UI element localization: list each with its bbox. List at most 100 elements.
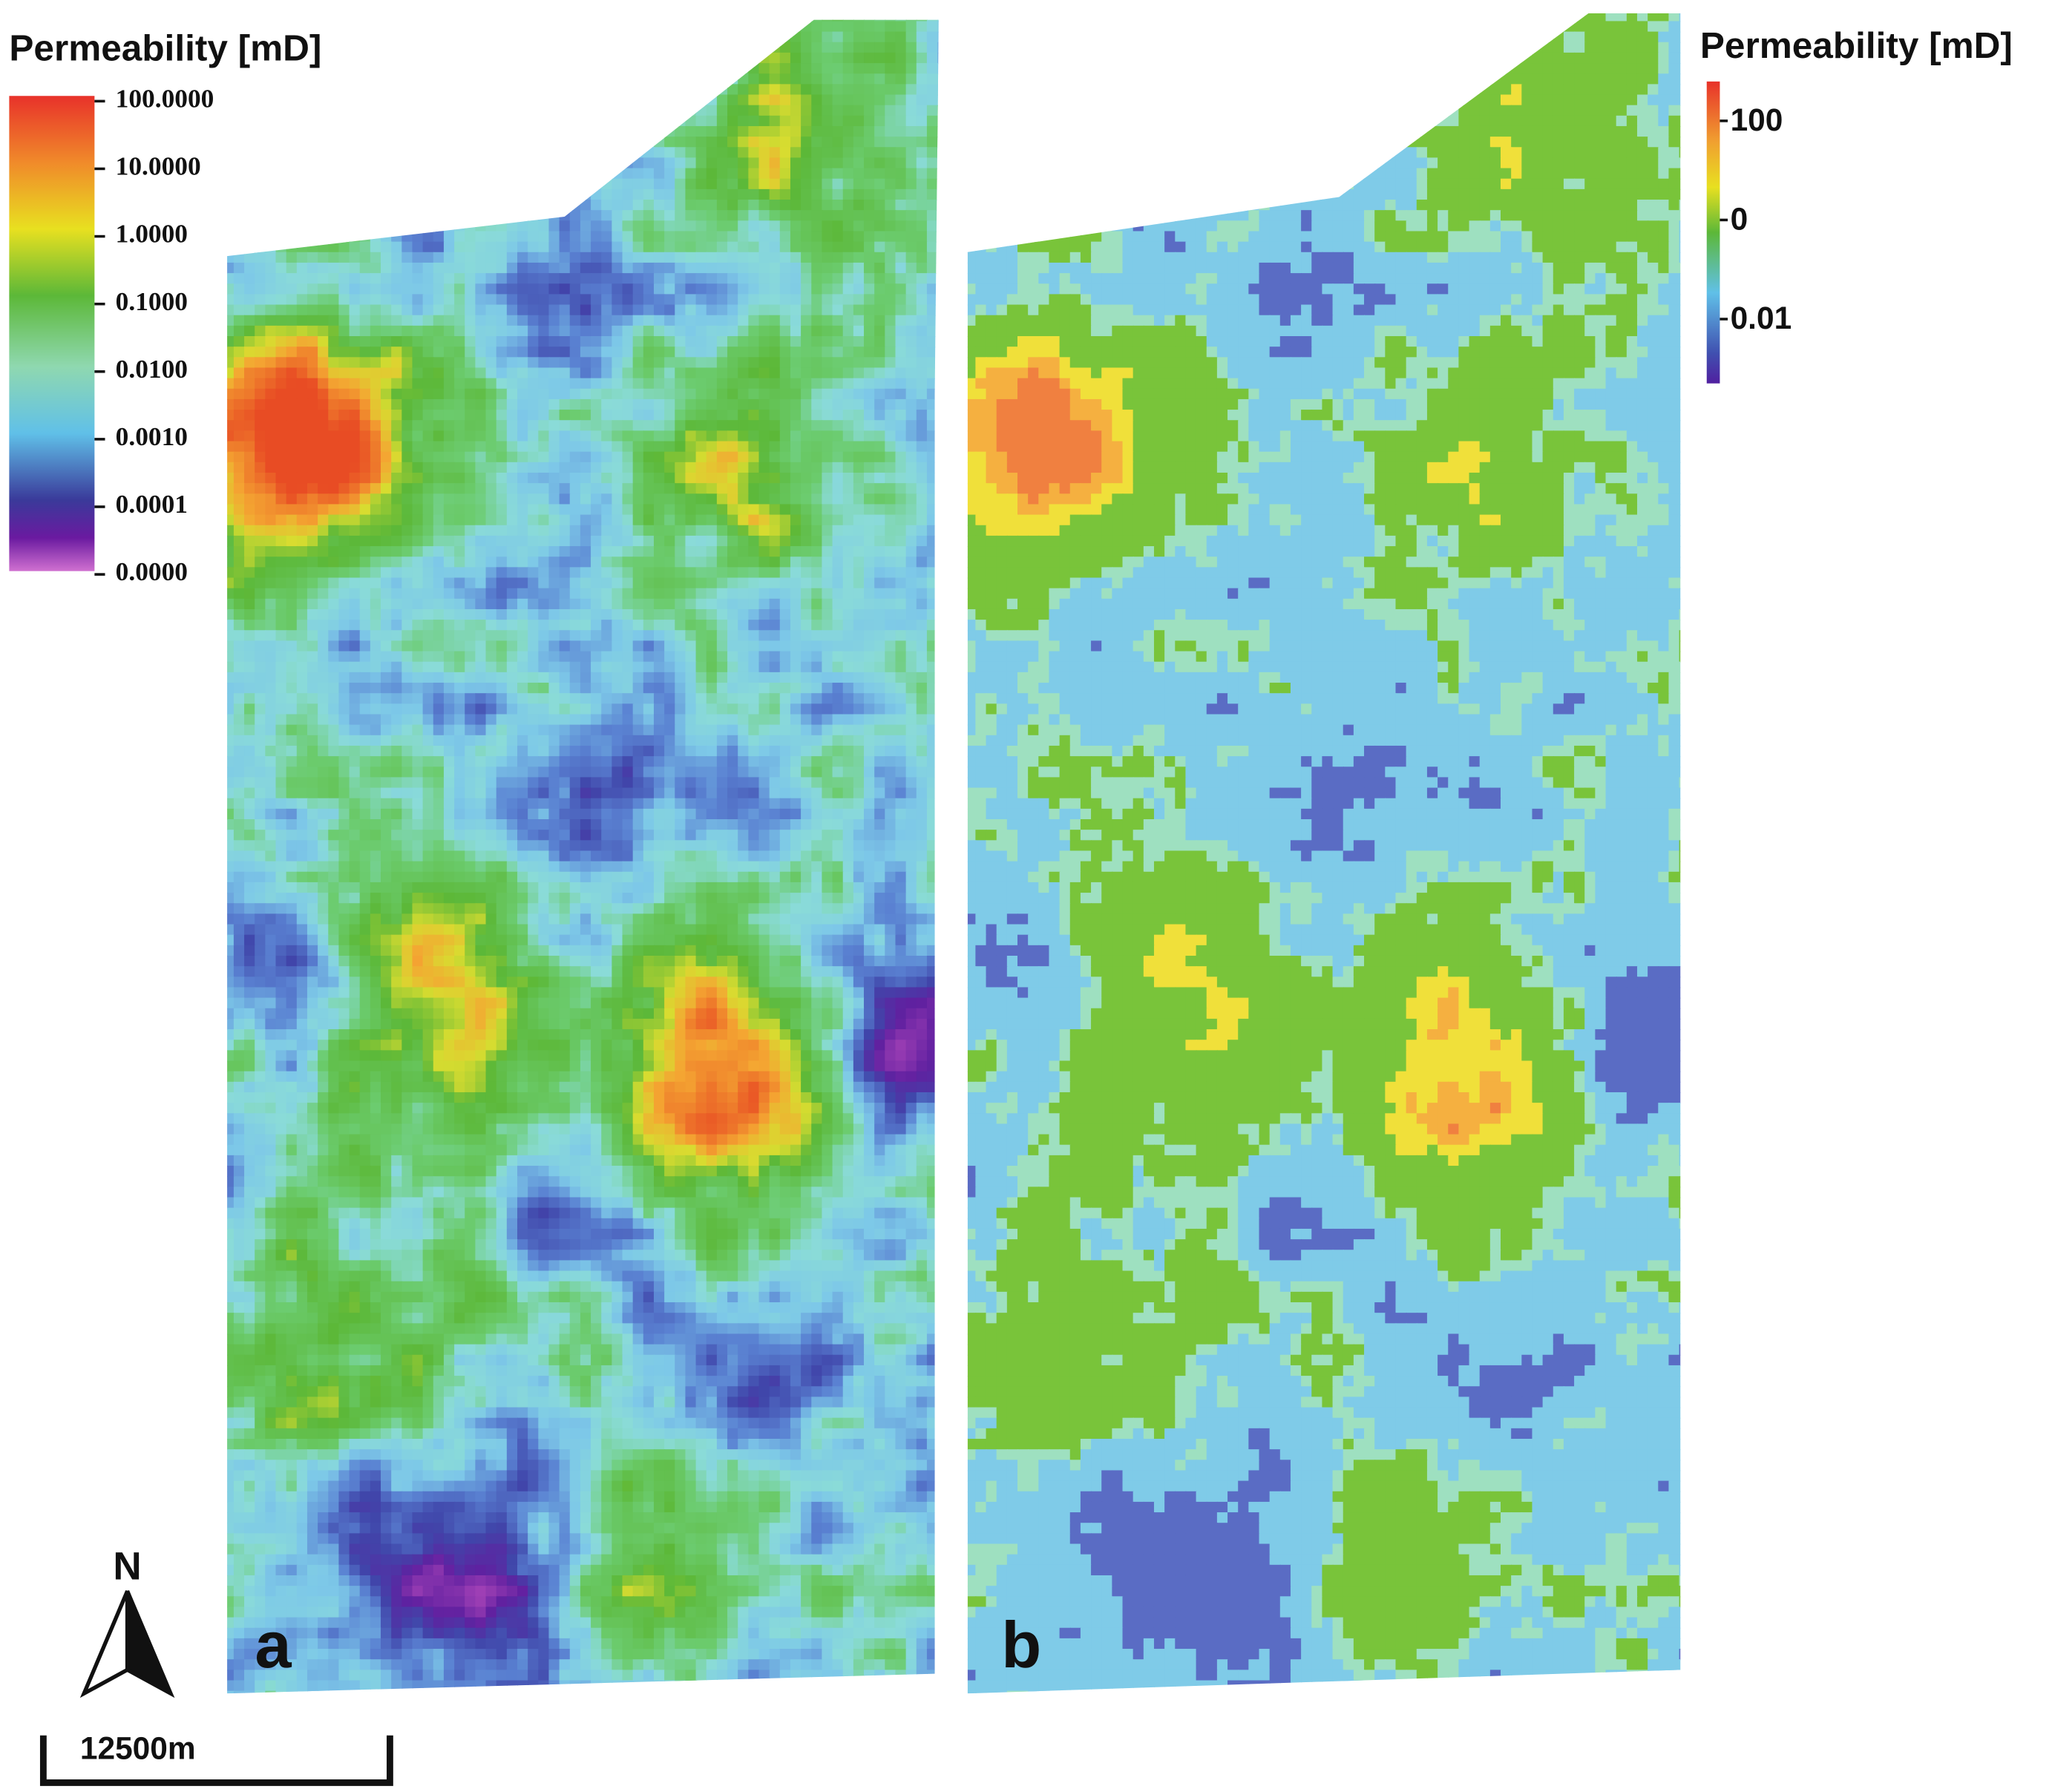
map-cell	[664, 557, 676, 568]
map-cell	[738, 693, 750, 705]
map-cell	[706, 125, 718, 138]
map-cell	[738, 525, 750, 536]
map-cell	[454, 756, 466, 768]
map-cell	[716, 756, 729, 768]
map-cell	[559, 73, 571, 85]
map-cell	[255, 504, 266, 516]
map-cell	[580, 410, 592, 421]
map-cell	[496, 472, 508, 485]
map-cell	[349, 703, 361, 715]
map-cell	[695, 430, 707, 442]
map-cell	[255, 283, 266, 295]
map-cell	[255, 661, 266, 673]
map-cell	[864, 336, 876, 348]
map-cell	[391, 210, 403, 222]
map-cell	[401, 620, 413, 631]
map-cell	[286, 567, 298, 579]
map-cell	[569, 19, 581, 22]
map-cell	[811, 94, 823, 106]
map-cell	[664, 714, 676, 726]
map-cell	[822, 283, 833, 295]
map-cell	[706, 483, 718, 495]
map-cell	[275, 367, 287, 379]
map-cell	[758, 273, 770, 285]
map-cell	[864, 577, 876, 589]
map-cell	[706, 620, 718, 631]
map-cell	[601, 724, 613, 736]
map-cell	[632, 735, 644, 747]
map-cell	[391, 325, 403, 338]
map-cell	[580, 598, 592, 611]
map-cell	[559, 651, 571, 663]
map-cell	[318, 125, 330, 138]
map-cell	[632, 620, 644, 631]
map-cell	[528, 241, 540, 253]
map-cell	[454, 451, 466, 463]
map-cell	[779, 378, 792, 390]
map-cell	[874, 367, 886, 379]
map-cell	[685, 472, 697, 485]
map-cell	[465, 640, 476, 652]
map-cell	[758, 178, 770, 190]
map-cell	[328, 19, 340, 22]
map-cell	[822, 451, 833, 463]
map-cell	[926, 357, 939, 369]
map-cell	[632, 651, 644, 663]
map-cell	[664, 157, 676, 169]
map-cell	[738, 294, 750, 306]
map-cell	[286, 693, 298, 705]
map-cell	[916, 651, 928, 663]
map-cell	[580, 514, 592, 526]
map-cell	[675, 683, 686, 695]
map-cell	[401, 462, 413, 474]
map-cell	[842, 252, 854, 264]
map-cell	[675, 693, 686, 705]
map-cell	[307, 94, 319, 106]
map-cell	[832, 168, 844, 180]
map-cell	[675, 557, 686, 568]
map-cell	[895, 42, 907, 53]
map-cell	[349, 398, 361, 411]
map-cell	[349, 683, 361, 695]
map-cell	[591, 651, 603, 663]
map-cell	[811, 535, 823, 548]
map-cell	[874, 231, 886, 243]
map-cell	[864, 714, 876, 726]
map-cell	[632, 378, 644, 390]
map-cell	[832, 252, 844, 264]
map-cell	[233, 357, 246, 369]
map-cell	[227, 504, 235, 516]
map-cell	[286, 147, 298, 159]
map-cell	[296, 336, 309, 348]
map-cell	[391, 52, 403, 65]
map-cell	[412, 630, 424, 642]
map-cell	[443, 483, 456, 495]
map-cell	[244, 178, 256, 190]
map-cell	[916, 430, 928, 442]
map-cell	[569, 608, 581, 621]
map-cell	[227, 367, 235, 379]
map-cell	[381, 430, 393, 442]
map-cell	[758, 73, 770, 85]
map-cell	[643, 588, 655, 600]
map-cell	[433, 31, 445, 43]
map-cell	[381, 451, 393, 463]
map-cell	[391, 724, 403, 736]
map-cell	[748, 42, 760, 53]
map-cell	[475, 504, 487, 516]
map-cell	[475, 410, 487, 421]
map-cell	[391, 294, 403, 306]
map-cell	[548, 31, 560, 43]
map-cell	[895, 378, 907, 390]
map-cell	[265, 525, 277, 536]
map-cell	[926, 188, 939, 201]
map-cell	[653, 630, 666, 642]
map-cell	[926, 588, 939, 600]
map-cell	[643, 557, 655, 568]
map-cell	[465, 525, 476, 536]
map-cell	[727, 577, 739, 589]
map-cell	[864, 220, 876, 232]
map-cell	[905, 640, 917, 652]
map-cell	[370, 651, 382, 663]
map-cell	[885, 630, 896, 642]
